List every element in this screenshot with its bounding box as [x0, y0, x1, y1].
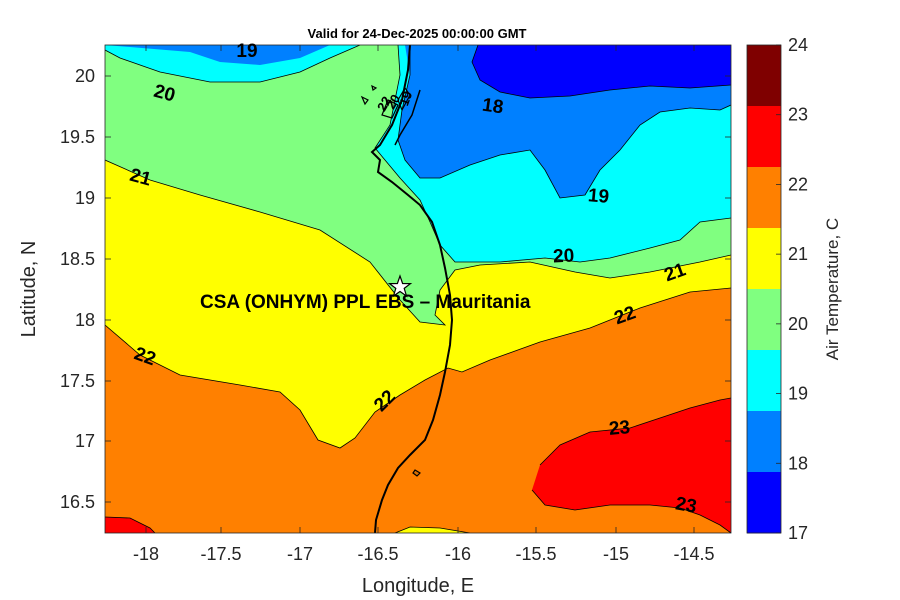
x-axis-label: Longitude, E	[362, 575, 474, 597]
band-23-24-south-west	[105, 517, 155, 533]
colorbar-tick-group: 24 23 22 21 20 19 18 17	[776, 35, 808, 543]
contour-label: 22	[374, 94, 394, 114]
x-tick-label: -15.5	[515, 544, 556, 564]
colorbar-swatch	[747, 228, 781, 290]
colorbar-tick-label: 18	[788, 453, 808, 473]
colorbar-tick-label: 22	[788, 174, 808, 194]
colorbar-tick-label: 24	[788, 35, 808, 55]
x-tick-label: -16	[445, 544, 471, 564]
colorbar-tick-label: 17	[788, 523, 808, 543]
colorbar-tick-label: 21	[788, 244, 808, 264]
x-axis: -18 -17.5 -17 -16.5 -16 -15.5 -15 -14.5 Longitu…	[133, 45, 715, 597]
contour-label: 19	[396, 89, 415, 108]
colorbar-swatch	[747, 289, 781, 351]
contour-label: 23	[674, 493, 698, 517]
colorbar-swatch	[747, 350, 781, 412]
band-23-24-south-east	[532, 398, 731, 533]
map-title: Valid for 24-Dec-2025 00:00:00 GMT	[308, 26, 527, 41]
y-tick-label: 17.5	[60, 371, 95, 391]
y-tick-label: 20	[75, 66, 95, 86]
x-tick-label: -15	[603, 544, 629, 564]
y-axis: 20 19.5 19 18.5 18 17.5 17 16.5 Latitude, N	[18, 66, 731, 512]
y-tick-label: 17	[75, 431, 95, 451]
colorbar-swatch	[747, 45, 781, 107]
colorbar-swatches	[747, 45, 781, 534]
band-21-22-pocket	[395, 527, 470, 533]
band-17-18	[472, 45, 731, 98]
colorbar-label: Air Temperature, C	[823, 218, 842, 360]
y-tick-group: 20 19.5 19 18.5 18 17.5 17 16.5	[60, 66, 731, 512]
contour-label: 19	[236, 41, 257, 62]
x-tick-label: -18	[133, 544, 159, 564]
contour-label: 18	[481, 95, 505, 119]
x-tick-label: -16.5	[357, 544, 398, 564]
colorbar-tick-label: 20	[788, 314, 808, 334]
x-tick-label: -17	[287, 544, 313, 564]
contour-label: 20	[553, 245, 575, 267]
temperature-field	[105, 45, 731, 533]
coastline	[360, 45, 454, 533]
y-tick-label: 18	[75, 310, 95, 330]
y-tick-label: 16.5	[60, 492, 95, 512]
map-frame	[104, 44, 732, 534]
site-label: CSA (ONHYM) PPL EBS – Mauritania	[200, 292, 531, 313]
colorbar-swatch	[747, 106, 781, 168]
colorbar-frame	[746, 44, 782, 534]
contour-lines	[105, 45, 731, 533]
colorbar-swatch	[747, 472, 781, 534]
colorbar-tick-label: 19	[788, 384, 808, 404]
star-icon	[387, 274, 413, 298]
x-tick-label: -17.5	[200, 544, 241, 564]
colorbar-tick-label: 23	[788, 105, 808, 125]
contour-label: 20	[383, 92, 403, 112]
x-tick-label: -14.5	[673, 544, 714, 564]
colorbar-swatch	[747, 411, 781, 473]
site-marker: CSA (ONHYM) PPL EBS – Mauritania	[200, 274, 531, 313]
contour-label: 19	[587, 185, 610, 208]
y-tick-label: 19.5	[60, 127, 95, 147]
y-tick-label: 18.5	[60, 249, 95, 269]
y-axis-label: Latitude, N	[18, 241, 40, 338]
y-tick-label: 19	[75, 188, 95, 208]
colorbar: 24 23 22 21 20 19 18 17 Air Temperature, C	[746, 35, 842, 543]
colorbar-swatch	[747, 167, 781, 229]
contour-label: 23	[608, 417, 631, 440]
x-tick-group: -18 -17.5 -17 -16.5 -16 -15.5 -15 -14.5	[133, 45, 715, 564]
